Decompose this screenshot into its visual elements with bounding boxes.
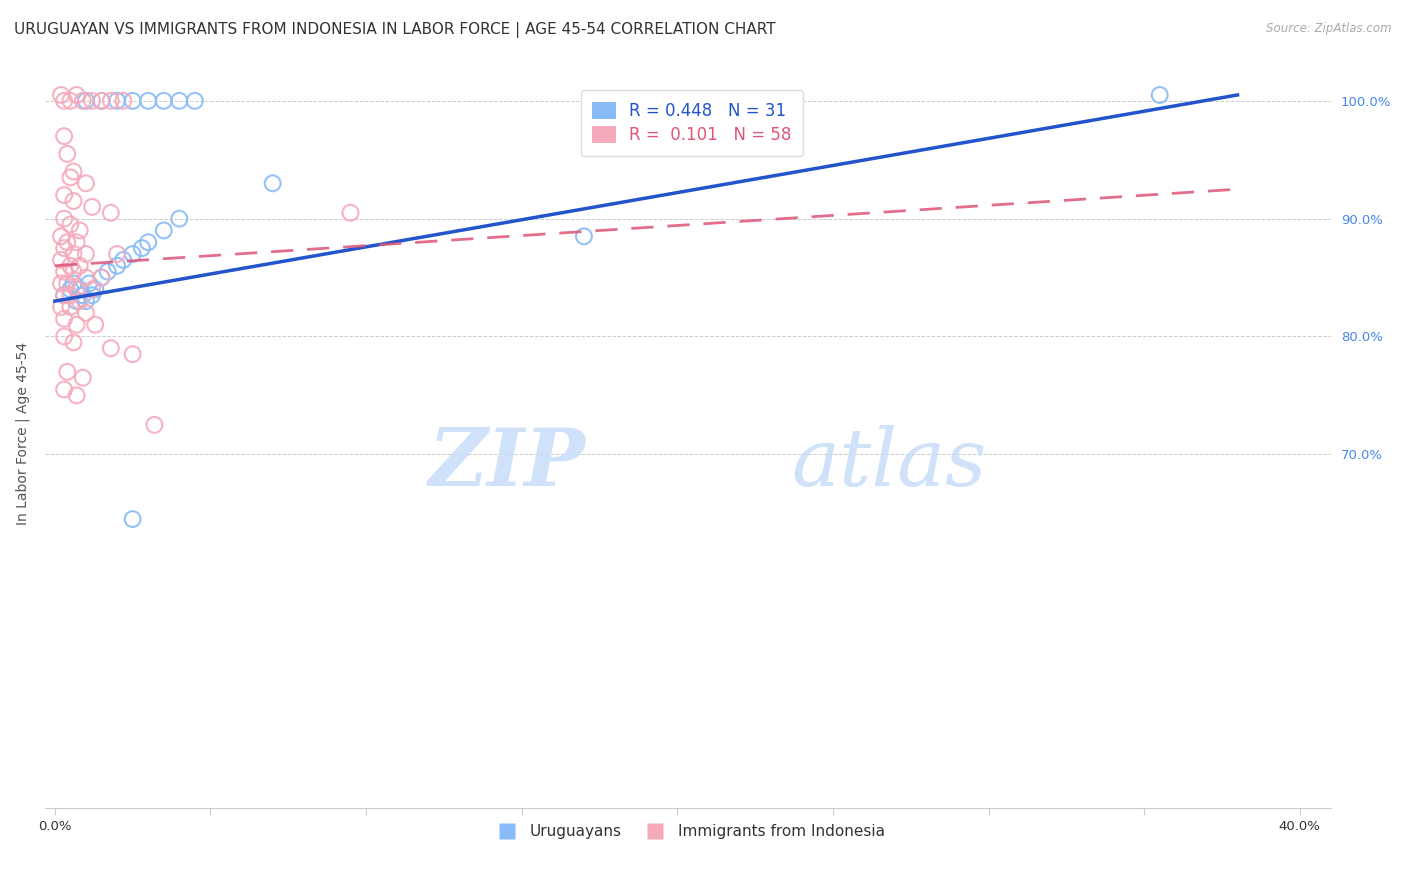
Point [56, 235, 79, 250]
Point [82, 282, 104, 296]
Text: atlas: atlas [792, 425, 987, 502]
Point [112, 252, 135, 267]
Point [53, 211, 76, 226]
Point [65, 282, 87, 296]
Point [184, 94, 207, 108]
Point [72, 94, 94, 108]
Point [121, 247, 143, 261]
Point [131, 241, 153, 255]
Point [97, 265, 120, 279]
Point [62, 265, 84, 279]
Text: URUGUAYAN VS IMMIGRANTS FROM INDONESIA IN LABOR FORCE | AGE 45-54 CORRELATION CH: URUGUAYAN VS IMMIGRANTS FROM INDONESIA I… [14, 22, 776, 38]
Point [53, 288, 76, 302]
Point [65, 87, 87, 102]
Point [339, 206, 361, 220]
Point [53, 241, 76, 255]
Point [77, 277, 100, 291]
Point [84, 282, 107, 296]
Point [90, 270, 112, 285]
Point [75, 94, 97, 108]
Point [169, 94, 191, 108]
Legend: Uruguayans, Immigrants from Indonesia: Uruguayans, Immigrants from Indonesia [485, 818, 891, 845]
Point [169, 211, 191, 226]
Point [100, 341, 122, 355]
Point [59, 94, 82, 108]
Point [82, 288, 104, 302]
Point [53, 94, 76, 108]
Point [90, 94, 112, 108]
Point [1149, 87, 1171, 102]
Point [62, 335, 84, 350]
Point [75, 306, 97, 320]
Point [84, 318, 107, 332]
Point [59, 259, 82, 273]
Point [90, 270, 112, 285]
Point [90, 94, 112, 108]
Point [56, 277, 79, 291]
Point [56, 146, 79, 161]
Point [59, 282, 82, 296]
Point [53, 188, 76, 202]
Point [53, 129, 76, 144]
Point [105, 259, 128, 273]
Point [152, 223, 174, 237]
Point [121, 347, 143, 361]
Point [100, 206, 122, 220]
Point [49, 300, 72, 314]
Y-axis label: In Labor Force | Age 45-54: In Labor Force | Age 45-54 [15, 343, 30, 525]
Point [572, 229, 595, 244]
Point [49, 87, 72, 102]
Text: ZIP: ZIP [429, 425, 585, 502]
Point [59, 218, 82, 232]
Point [121, 94, 143, 108]
Point [105, 247, 128, 261]
Point [75, 270, 97, 285]
Point [75, 294, 97, 309]
Point [53, 383, 76, 397]
Point [69, 223, 91, 237]
Point [53, 329, 76, 343]
Point [62, 247, 84, 261]
Point [121, 512, 143, 526]
Point [262, 177, 284, 191]
Point [72, 288, 94, 302]
Text: Source: ZipAtlas.com: Source: ZipAtlas.com [1267, 22, 1392, 36]
Point [72, 370, 94, 384]
Point [75, 177, 97, 191]
Point [49, 277, 72, 291]
Point [152, 94, 174, 108]
Point [136, 94, 159, 108]
Point [53, 311, 76, 326]
Point [53, 265, 76, 279]
Point [143, 417, 166, 432]
Point [49, 229, 72, 244]
Point [136, 235, 159, 250]
Point [105, 94, 128, 108]
Point [65, 294, 87, 309]
Point [65, 388, 87, 402]
Point [59, 170, 82, 185]
Point [49, 252, 72, 267]
Point [82, 94, 104, 108]
Point [62, 277, 84, 291]
Point [65, 318, 87, 332]
Point [112, 94, 135, 108]
Point [59, 288, 82, 302]
Point [53, 288, 76, 302]
Point [62, 194, 84, 208]
Point [75, 247, 97, 261]
Point [69, 282, 91, 296]
Point [62, 164, 84, 178]
Point [69, 294, 91, 309]
Point [100, 94, 122, 108]
Point [56, 365, 79, 379]
Point [82, 200, 104, 214]
Point [65, 235, 87, 250]
Point [69, 259, 91, 273]
Point [59, 300, 82, 314]
